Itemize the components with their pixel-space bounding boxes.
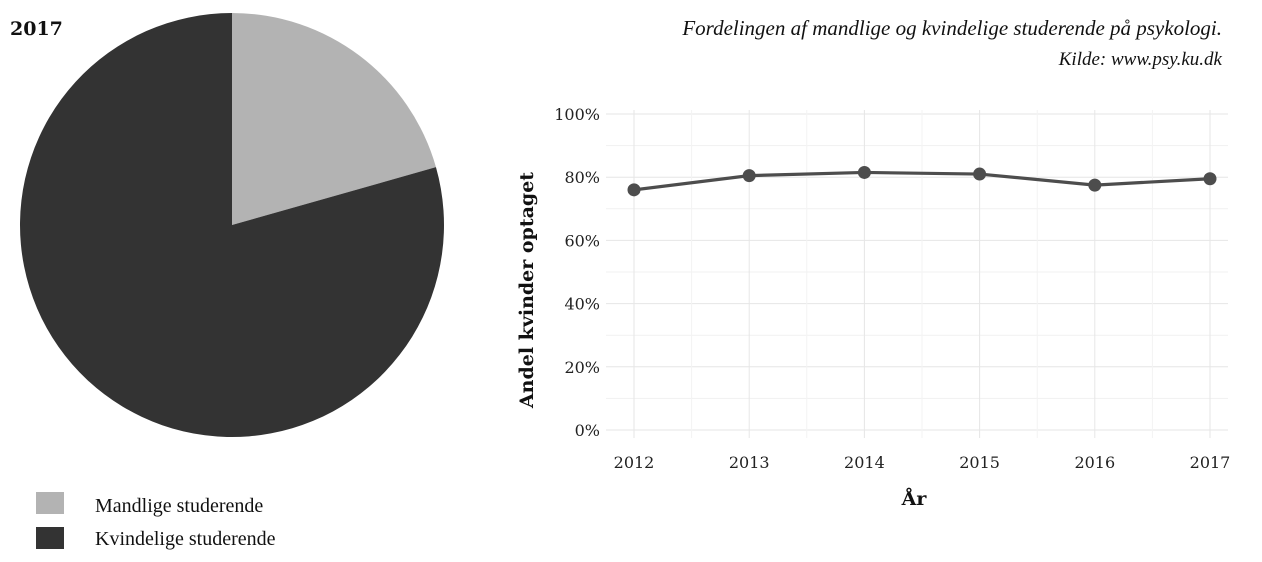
pie-chart-title: 2017: [10, 18, 63, 40]
pie-slice-1: [20, 13, 444, 437]
data-point-2016: [1088, 178, 1102, 192]
x-tick-label: 2016: [1074, 453, 1115, 472]
line-chart-source: Kilde: www.psy.ku.dk: [1058, 49, 1222, 70]
series-line: [633, 170, 1211, 192]
x-tick-label: 2013: [729, 453, 770, 472]
x-tick-label: 2014: [844, 453, 885, 472]
data-point-2015: [973, 167, 987, 181]
line-chart-title: Fordelingen af mandlige og kvindelige st…: [682, 16, 1222, 40]
y-tick-label: 80%: [564, 168, 600, 187]
data-point-2013: [742, 169, 756, 183]
pie-chart: [20, 13, 444, 437]
y-tick-label: 60%: [564, 231, 600, 250]
y-axis-title: Andel kvinder optaget: [516, 172, 538, 409]
x-tick-label: 2015: [959, 453, 1000, 472]
data-point-2014: [857, 165, 871, 179]
legend-label-kvindelige: Kvindelige studerende: [95, 528, 276, 550]
y-tick-label: 40%: [564, 295, 600, 314]
data-point-2017: [1203, 172, 1217, 186]
y-tick-label: 0%: [575, 421, 600, 440]
pie-legend: Mandlige studerende Kvindelige studerend…: [36, 490, 356, 560]
y-tick-label: 100%: [554, 105, 600, 124]
x-tick-label: 2017: [1190, 453, 1231, 472]
legend-swatch-kvindelige: [36, 527, 64, 549]
data-point-2012: [627, 183, 641, 197]
x-tick-label: 2012: [614, 453, 655, 472]
pie-slice-0: [232, 13, 436, 225]
legend-swatch-mandlige: [36, 492, 64, 514]
x-axis-title: År: [901, 487, 928, 510]
y-tick-label: 20%: [564, 358, 600, 377]
legend-label-mandlige: Mandlige studerende: [95, 495, 264, 517]
